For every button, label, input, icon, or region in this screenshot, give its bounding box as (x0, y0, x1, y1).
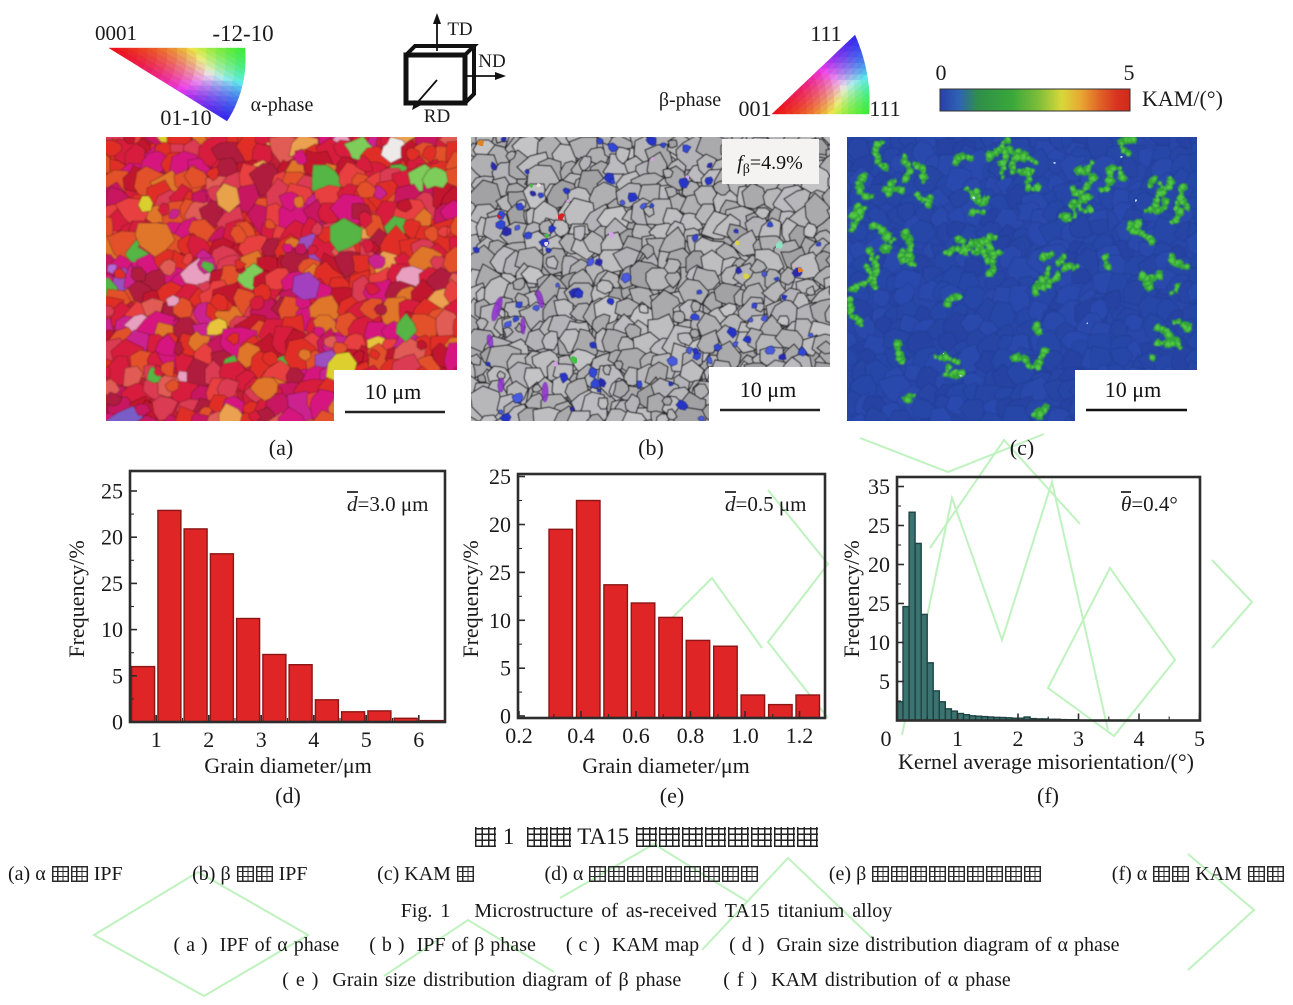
svg-text:Frequency/%: Frequency/% (64, 540, 89, 657)
svg-text:5: 5 (879, 669, 890, 694)
svg-text:0.2: 0.2 (505, 723, 533, 748)
svg-text:1.0: 1.0 (731, 723, 759, 748)
svg-text:20: 20 (489, 512, 511, 537)
svg-text:25: 25 (489, 560, 511, 585)
svg-text:10: 10 (868, 630, 890, 655)
svg-text:RD: RD (424, 106, 450, 127)
svg-text:Kernel average misorientation/: Kernel average misorientation/(°) (898, 749, 1194, 774)
svg-text:(e): (e) (660, 783, 684, 808)
svg-text:10: 10 (489, 608, 511, 633)
svg-text:(f): (f) (1037, 783, 1059, 808)
svg-text:5: 5 (112, 663, 123, 688)
svg-text:1.2: 1.2 (786, 723, 814, 748)
svg-text:25: 25 (101, 479, 123, 504)
svg-text:111: 111 (869, 96, 900, 121)
svg-text:d=3.0 μm: d=3.0 μm (347, 492, 428, 516)
svg-text:0: 0 (112, 710, 123, 735)
svg-text:001: 001 (739, 96, 772, 121)
svg-text:Frequency/%: Frequency/% (839, 540, 864, 657)
svg-text:25: 25 (868, 513, 890, 538)
svg-text:25: 25 (101, 571, 123, 596)
svg-text:10 μm: 10 μm (740, 377, 796, 402)
svg-text:1: 1 (151, 727, 162, 752)
svg-text:5: 5 (1124, 60, 1135, 85)
svg-text:1: 1 (952, 726, 963, 751)
svg-text:25: 25 (868, 591, 890, 616)
svg-text:35: 35 (868, 474, 890, 499)
svg-text:10 μm: 10 μm (365, 379, 421, 404)
svg-text:4: 4 (308, 727, 319, 752)
svg-text:fβ=4.9%: fβ=4.9% (737, 152, 803, 177)
svg-text:-12-10: -12-10 (212, 21, 273, 46)
svg-text:25: 25 (489, 464, 511, 489)
svg-text:0.4: 0.4 (567, 723, 595, 748)
svg-text:θ=0.4°: θ=0.4° (1121, 492, 1178, 516)
svg-text:(d): (d) (275, 783, 301, 808)
svg-text:111: 111 (810, 21, 841, 46)
svg-text:2: 2 (1013, 726, 1024, 751)
svg-text:10 μm: 10 μm (1105, 377, 1161, 402)
svg-text:0: 0 (500, 704, 511, 729)
svg-text:0001: 0001 (95, 21, 137, 45)
svg-text:0.6: 0.6 (622, 723, 650, 748)
svg-text:4: 4 (1134, 726, 1145, 751)
svg-text:ND: ND (478, 51, 505, 72)
svg-text:2: 2 (203, 727, 214, 752)
svg-text:3: 3 (1073, 726, 1084, 751)
svg-text:0: 0 (936, 60, 947, 85)
svg-text:5: 5 (1194, 726, 1205, 751)
svg-text:d=0.5 μm: d=0.5 μm (725, 492, 806, 516)
svg-text:10: 10 (101, 617, 123, 642)
svg-text:6: 6 (413, 727, 424, 752)
svg-text:Grain diameter/μm: Grain diameter/μm (582, 753, 750, 778)
svg-text:Frequency/%: Frequency/% (460, 540, 483, 657)
svg-text:Grain diameter/μm: Grain diameter/μm (204, 753, 372, 778)
svg-text:0.8: 0.8 (677, 723, 705, 748)
svg-text:5: 5 (500, 656, 511, 681)
svg-text:01-10: 01-10 (160, 105, 211, 130)
svg-text:5: 5 (361, 727, 372, 752)
svg-text:3: 3 (256, 727, 267, 752)
svg-text:0: 0 (881, 726, 892, 751)
svg-text:KAM/(°): KAM/(°) (1142, 86, 1223, 111)
svg-text:α-phase: α-phase (251, 94, 314, 116)
svg-text:20: 20 (101, 525, 123, 550)
svg-text:TD: TD (447, 19, 472, 40)
svg-text:β-phase: β-phase (659, 89, 721, 111)
svg-text:20: 20 (868, 552, 890, 577)
